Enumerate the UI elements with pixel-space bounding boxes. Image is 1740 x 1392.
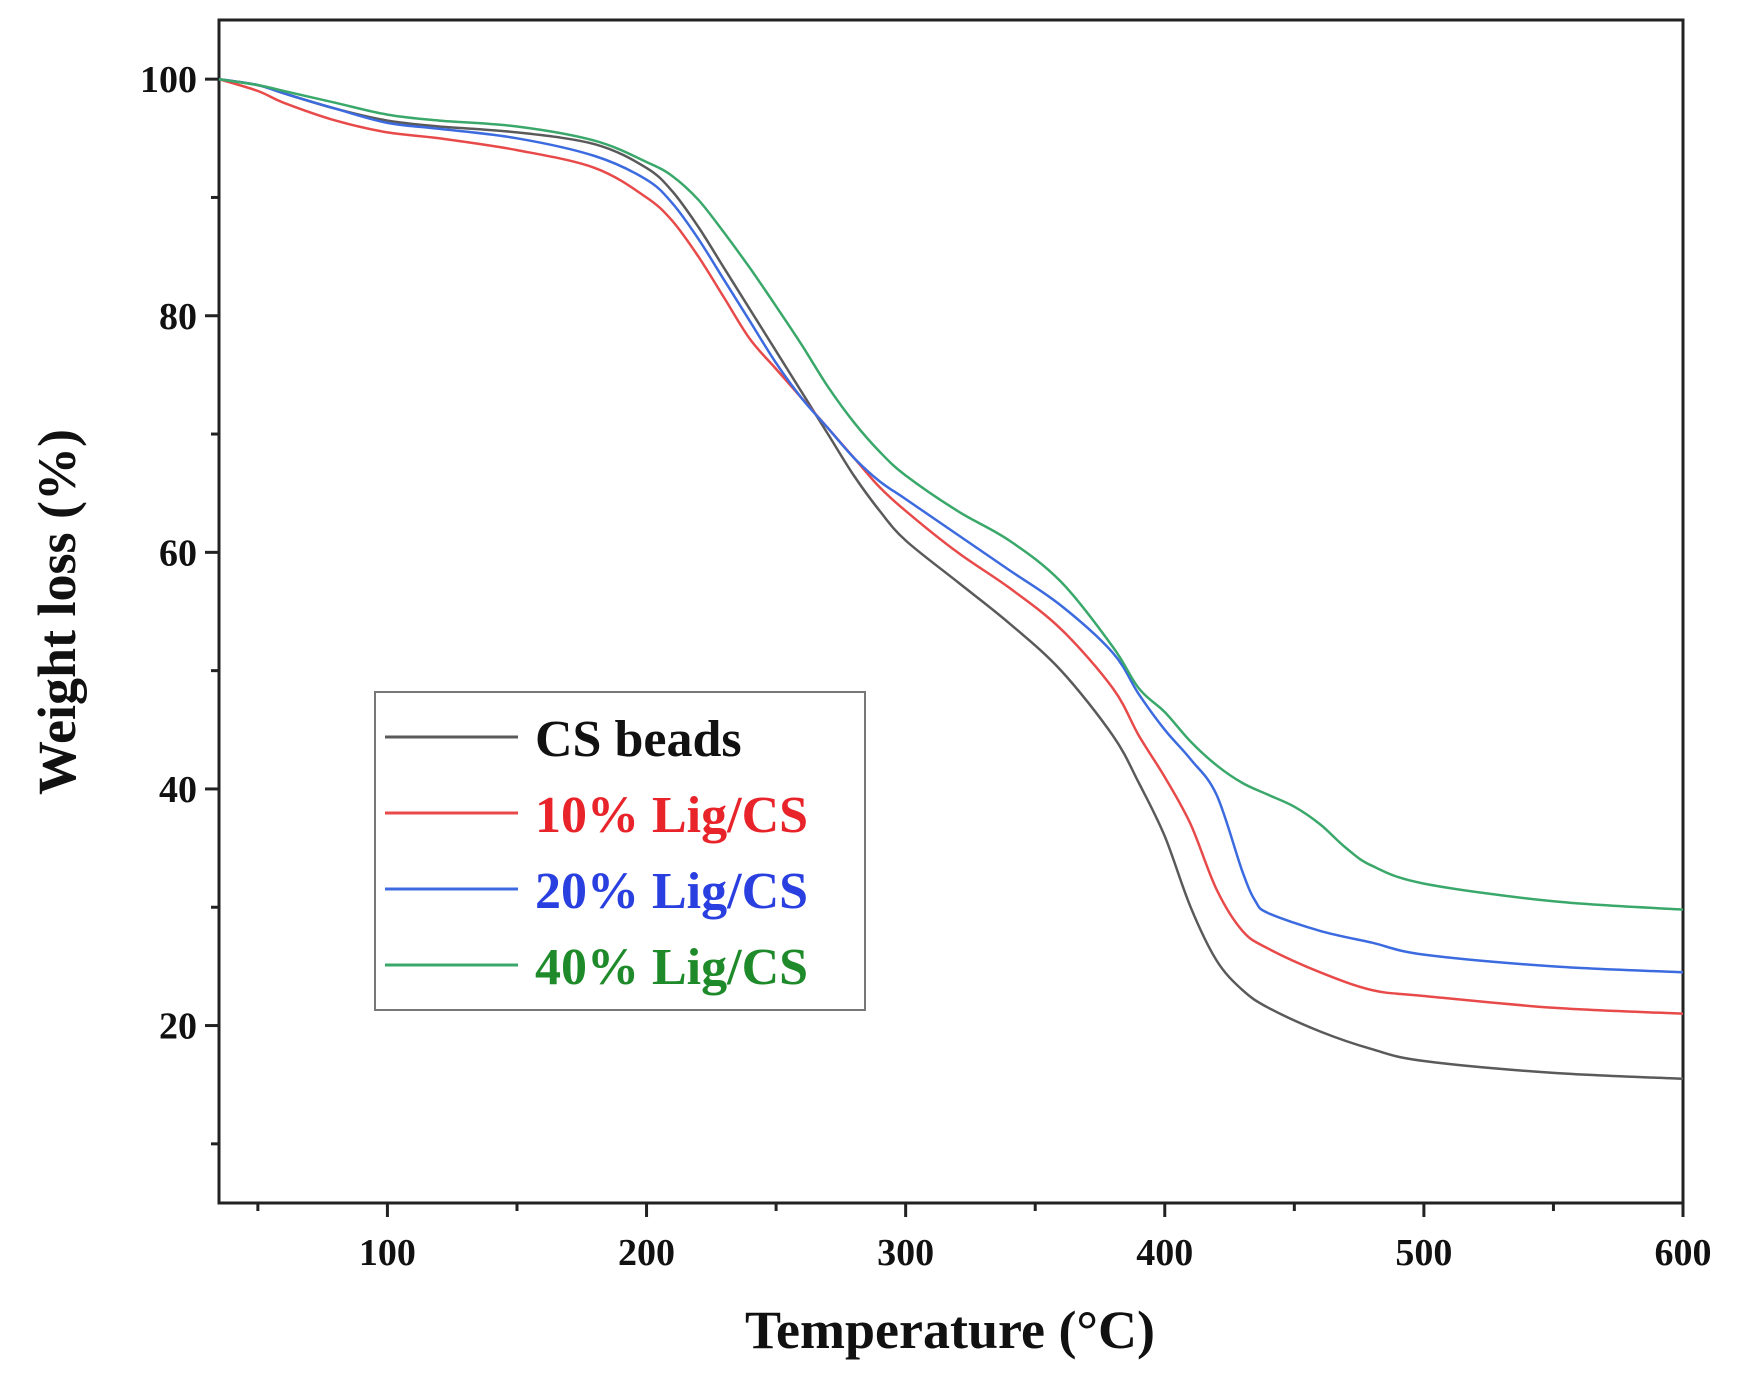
- y-tick-label: 40: [159, 769, 197, 811]
- legend-label-cs-beads: CS beads: [535, 711, 742, 768]
- legend-label-40-lig-cs: 40% Lig/CS: [535, 939, 808, 996]
- axis-tick-labels: 100 200 300 400 500 600 20 40 60 80 100: [140, 59, 1712, 1274]
- legend-item-cs-beads: CS beads: [385, 711, 742, 768]
- x-tick-label: 300: [877, 1232, 934, 1274]
- series-line-cs-beads: [218, 77, 1684, 1081]
- y-tick-label: 60: [159, 532, 197, 574]
- legend: CS beads 10% Lig/CS 20% Lig/CS 40% Lig/C…: [374, 691, 866, 1011]
- legend-item-20-lig-cs: 20% Lig/CS: [385, 863, 808, 920]
- x-axis-title: Temperature (°C): [745, 1300, 1155, 1360]
- legend-label-20-lig-cs: 20% Lig/CS: [535, 863, 808, 920]
- x-tick-label: 400: [1136, 1232, 1193, 1274]
- legend-item-40-lig-cs: 40% Lig/CS: [385, 939, 808, 996]
- legend-item-10-lig-cs: 10% Lig/CS: [385, 787, 808, 844]
- y-tick-label: 20: [159, 1006, 197, 1048]
- x-tick-label: 600: [1655, 1232, 1712, 1274]
- series-line-20-lig-cs: [218, 77, 1684, 974]
- x-tick-label: 200: [618, 1232, 675, 1274]
- series-line-10-lig-cs: [218, 78, 1684, 1015]
- y-axis-title: Weight loss (%): [27, 429, 87, 795]
- x-tick-label: 500: [1395, 1232, 1452, 1274]
- y-tick-label: 80: [159, 296, 197, 338]
- x-tick-label: 100: [359, 1232, 416, 1274]
- y-tick-label: 100: [140, 59, 197, 101]
- series-line-40-lig-cs: [218, 77, 1684, 911]
- legend-box: [374, 691, 866, 1011]
- plot-area: [217, 18, 1685, 1205]
- plot-frame: [217, 18, 1685, 1205]
- legend-label-10-lig-cs: 10% Lig/CS: [535, 787, 808, 844]
- axis-ticks: [205, 77, 1685, 1217]
- series-lines: [218, 77, 1684, 1081]
